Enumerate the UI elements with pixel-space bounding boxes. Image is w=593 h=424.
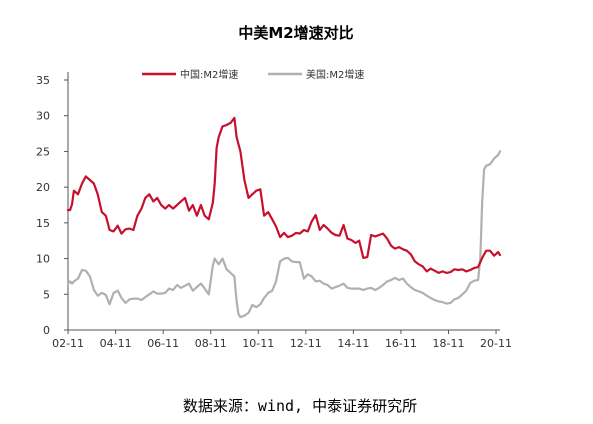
x-tick-label: 10-11: [242, 337, 274, 350]
y-tick-label: 0: [43, 324, 50, 337]
chart-title: 中美M2增速对比: [238, 24, 353, 42]
y-tick-label: 30: [36, 110, 50, 123]
axes: 0 5 10 15 20 25 30 35 02-11 04-11 06-11 08-11 10-11 1…: [36, 72, 512, 350]
y-tick-label: 5: [43, 288, 50, 301]
x-tick-label: 18-11: [433, 337, 465, 350]
y-tick-label: 25: [36, 145, 50, 158]
series-line-us-m2: [66, 150, 502, 319]
legend-label-china: 中国:M2增速: [180, 68, 238, 81]
series-layer: [66, 116, 502, 319]
y-tick-label: 20: [36, 181, 50, 194]
y-tick-label: 15: [36, 217, 50, 230]
x-tick-label: 06-11: [147, 337, 179, 350]
x-tick-label: 04-11: [100, 337, 132, 350]
source-note: 数据来源：wind, 中泰证券研究所: [183, 397, 417, 415]
x-tick-label: 14-11: [337, 337, 369, 350]
x-tick-label: 16-11: [385, 337, 417, 350]
legend-label-us: 美国:M2增速: [306, 68, 364, 81]
series-line-china-m2: [66, 116, 502, 274]
legend: 中国:M2增速 美国:M2增速: [142, 68, 364, 81]
x-tick-label: 12-11: [290, 337, 322, 350]
y-tick-label: 35: [36, 74, 50, 87]
x-tick-label: 02-11: [52, 337, 84, 350]
y-tick-label: 10: [36, 253, 50, 266]
x-tick-label: 08-11: [195, 337, 227, 350]
x-tick-label: 20-11: [480, 337, 512, 350]
